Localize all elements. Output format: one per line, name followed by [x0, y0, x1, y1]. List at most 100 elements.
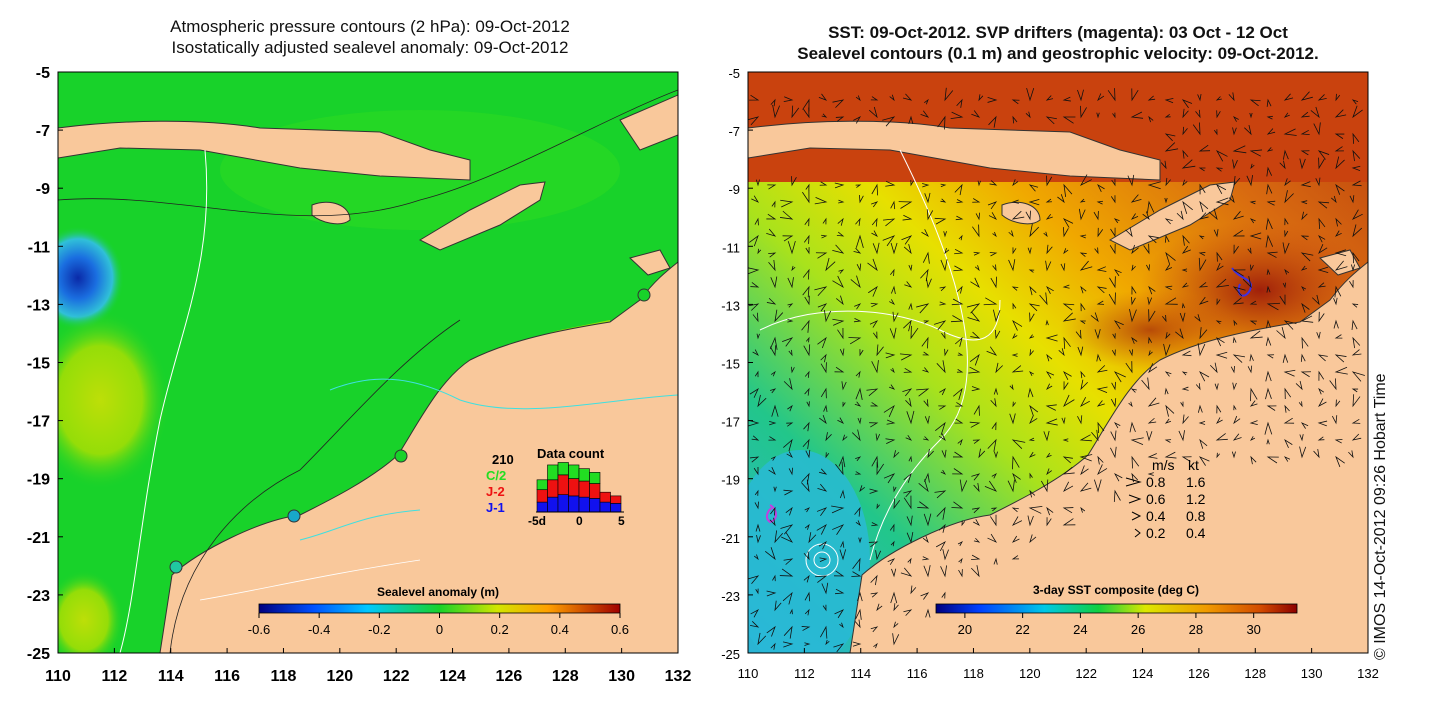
velocity-vector [1182, 234, 1190, 246]
velocity-vector [1011, 535, 1020, 543]
velocity-vector [1096, 365, 1108, 373]
velocity-vector [788, 349, 793, 357]
x-tick-label: 118 [271, 668, 297, 685]
velocity-vector [837, 417, 845, 424]
velocity-vector [1079, 252, 1087, 257]
velocity-vector [1334, 249, 1347, 257]
velocity-vector [957, 438, 963, 446]
velocity-vector [987, 533, 998, 543]
velocity-vector [1110, 195, 1116, 204]
velocity-vector [958, 569, 963, 578]
tide-gauge-marker[interactable] [287, 509, 301, 523]
velocity-vector [1179, 312, 1186, 323]
x-tick-label: 122 [383, 668, 410, 685]
velocity-vector [906, 515, 913, 527]
velocity-vector [834, 609, 845, 619]
velocity-vector [1283, 93, 1294, 101]
velocity-vector [1317, 266, 1329, 273]
velocity-vector [1175, 328, 1184, 340]
velocity-vector [803, 234, 810, 244]
velocity-vector [802, 268, 810, 280]
velocity-vector [954, 418, 964, 424]
velocity-vector [923, 399, 929, 408]
velocity-vector [959, 479, 968, 493]
velocity-vector [1246, 174, 1254, 187]
velocity-vector [1046, 468, 1052, 476]
velocity-vector [938, 433, 946, 442]
velocity-vector [750, 282, 760, 288]
velocity-vector [1198, 212, 1209, 220]
velocity-vector [922, 556, 930, 561]
tide-gauge-marker[interactable] [169, 560, 183, 574]
velocity-vector [1114, 473, 1123, 482]
velocity-vector [1335, 455, 1345, 468]
velocity-vector [1266, 456, 1279, 464]
svp-drifter-track[interactable] [1231, 267, 1252, 297]
velocity-vector [1265, 370, 1272, 382]
velocity-vector [804, 507, 811, 513]
x-tick-label: 120 [1019, 666, 1041, 681]
velocity-vector [1164, 133, 1176, 142]
velocity-vector [1282, 242, 1290, 255]
y-tick-label: -7 [36, 123, 50, 140]
velocity-vector [1215, 167, 1223, 172]
velocity-vector [820, 625, 828, 639]
velocity-vector [1182, 179, 1188, 187]
velocity-vector [954, 248, 964, 255]
velocity-vector [1110, 430, 1117, 442]
velocity-vector [1062, 507, 1074, 514]
velocity-vector [905, 398, 912, 408]
velocity-vector [1029, 349, 1034, 357]
velocity-vector [1233, 404, 1237, 411]
tide-gauge-marker[interactable] [637, 288, 651, 302]
velocity-vector [987, 201, 998, 210]
velocity-vector [1313, 449, 1320, 459]
velocity-vector [1164, 197, 1168, 204]
velocity-vector [1231, 451, 1236, 459]
velocity-vector [1265, 336, 1272, 346]
velocity-vector [840, 540, 845, 548]
velocity-vector [1249, 353, 1254, 362]
velocity-vector [1215, 351, 1228, 359]
x-tick-label: 124 [1132, 666, 1154, 681]
velocity-vector [1113, 218, 1120, 224]
velocity-vector [835, 116, 845, 122]
velocity-vector [1298, 401, 1303, 408]
velocity-vector [769, 517, 776, 527]
inset-bar-j2 [599, 491, 611, 503]
velocity-vector [1249, 232, 1262, 240]
velocity-vector [1318, 234, 1326, 243]
velocity-vector [922, 367, 930, 373]
velocity-vector [1266, 98, 1272, 107]
velocity-vector [1279, 160, 1286, 170]
velocity-vector [922, 183, 930, 188]
velocity-vector [892, 311, 899, 323]
velocity-vector [1146, 200, 1155, 214]
isobath-cyan [329, 378, 678, 410]
velocity-vector [890, 200, 896, 210]
colorbar-tick-label: 0.4 [551, 622, 569, 637]
velocity-vector [1265, 234, 1274, 248]
velocity-vector [944, 247, 950, 255]
tide-gauge-marker[interactable] [394, 449, 408, 463]
velocity-vector [1182, 414, 1189, 425]
velocity-vector [890, 242, 898, 255]
velocity-vector [788, 467, 794, 476]
velocity-vector [856, 263, 862, 272]
velocity-vector [1232, 229, 1245, 237]
velocity-vector [901, 235, 913, 245]
velocity-vector [892, 633, 900, 646]
velocity-vector [1046, 244, 1053, 255]
velocity-vector [870, 574, 878, 586]
velocity-vector [936, 360, 946, 374]
velocity-vector [875, 433, 881, 442]
colorbar-tick-label: -0.4 [308, 622, 330, 637]
colorbar-tick-label: 30 [1246, 622, 1260, 637]
velocity-vector [1216, 298, 1221, 306]
velocity-vector [992, 309, 1001, 323]
velocity-vector [834, 182, 845, 189]
velocity-vector [957, 352, 964, 356]
velocity-vector [934, 320, 947, 331]
velocity-vector [923, 436, 930, 441]
velocity-vector [1110, 227, 1116, 238]
